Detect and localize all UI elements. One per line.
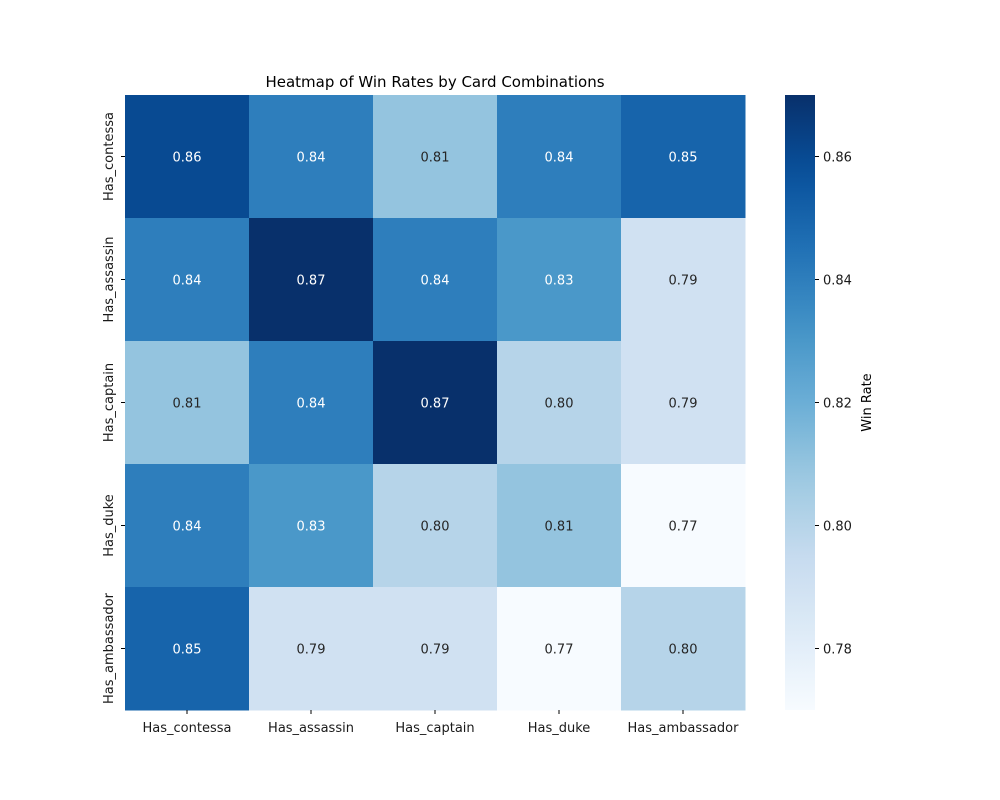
cell-value-label-2-2: 0.87 bbox=[421, 397, 450, 412]
heatmap-cell-0-1 bbox=[249, 95, 374, 219]
cell-value-label-1-1: 0.87 bbox=[297, 274, 326, 289]
heatmap-cell-0-4 bbox=[621, 95, 746, 219]
heatmap-cell-2-4 bbox=[621, 341, 746, 465]
cell-value-label-4-4: 0.80 bbox=[669, 643, 698, 658]
cell-value-label-0-2: 0.81 bbox=[421, 151, 450, 166]
cell-value-label-2-4: 0.79 bbox=[669, 397, 698, 412]
cell-value-label-1-4: 0.79 bbox=[669, 274, 698, 289]
colorbar-tick-label: 0.78 bbox=[823, 643, 852, 658]
heatmap-cells: 0.86 0.84 0.81 0.84 0.85 0.84 0.87 0.84 0.83 0.79… bbox=[125, 95, 746, 711]
x-tick-label: Has_duke bbox=[528, 721, 591, 736]
y-tick-label: Has_captain bbox=[102, 363, 117, 442]
colorbar-tick-label: 0.86 bbox=[823, 151, 852, 166]
heatmap-cell-1-1 bbox=[249, 218, 374, 342]
heatmap-cell-1-0 bbox=[125, 218, 250, 342]
cell-value-label-1-3: 0.83 bbox=[545, 274, 574, 289]
heatmap-cell-3-3 bbox=[497, 464, 622, 588]
cell-value-label-1-0: 0.84 bbox=[173, 274, 202, 289]
x-tick-label: Has_assassin bbox=[268, 721, 354, 736]
colorbar-tick-label: 0.84 bbox=[823, 274, 852, 289]
heatmap-cell-4-1 bbox=[249, 587, 374, 711]
heatmap-cell-1-2 bbox=[373, 218, 498, 342]
cell-value-label-4-2: 0.79 bbox=[421, 643, 450, 658]
y-axis: Has_contessa Has_assassin Has_captain Has_d… bbox=[102, 112, 125, 704]
cell-value-label-2-1: 0.84 bbox=[297, 397, 326, 412]
cell-value-label-3-3: 0.81 bbox=[545, 520, 574, 535]
cell-value-label-0-4: 0.85 bbox=[669, 151, 698, 166]
x-axis: Has_contessa Has_assassin Has_captain Has_d… bbox=[143, 710, 740, 736]
cell-value-label-4-1: 0.79 bbox=[297, 643, 326, 658]
heatmap-cell-0-0 bbox=[125, 95, 250, 219]
heatmap-cell-2-0 bbox=[125, 341, 250, 465]
cell-value-label-3-4: 0.77 bbox=[669, 520, 698, 535]
cell-value-label-0-1: 0.84 bbox=[297, 151, 326, 166]
colorbar: 0.78 0.80 0.82 0.84 0.86 Win Rate bbox=[785, 95, 875, 710]
x-tick-label: Has_contessa bbox=[143, 721, 232, 736]
heatmap-cell-2-3 bbox=[497, 341, 622, 465]
y-tick-label: Has_contessa bbox=[102, 112, 117, 201]
chart-title: Heatmap of Win Rates by Card Combination… bbox=[265, 73, 604, 91]
heatmap-cell-4-4 bbox=[621, 587, 746, 711]
heatmap-cell-3-0 bbox=[125, 464, 250, 588]
colorbar-tick-label: 0.82 bbox=[823, 397, 852, 412]
colorbar-label: Win Rate bbox=[860, 373, 875, 431]
cell-value-label-4-3: 0.77 bbox=[545, 643, 574, 658]
cell-value-label-2-3: 0.80 bbox=[545, 397, 574, 412]
cell-value-label-3-0: 0.84 bbox=[173, 520, 202, 535]
cell-value-label-2-0: 0.81 bbox=[173, 397, 202, 412]
colorbar-tick-label: 0.80 bbox=[823, 520, 852, 535]
heatmap-cell-2-1 bbox=[249, 341, 374, 465]
heatmap-cell-2-2 bbox=[373, 341, 498, 465]
y-tick-label: Has_assassin bbox=[102, 237, 117, 323]
y-tick-label: Has_duke bbox=[102, 494, 117, 557]
heatmap-cell-4-0 bbox=[125, 587, 250, 711]
heatmap-cell-0-3 bbox=[497, 95, 622, 219]
cell-value-label-3-2: 0.80 bbox=[421, 520, 450, 535]
heatmap-cell-4-2 bbox=[373, 587, 498, 711]
x-tick-label: Has_captain bbox=[395, 721, 474, 736]
heatmap-cell-3-2 bbox=[373, 464, 498, 588]
cell-value-label-1-2: 0.84 bbox=[421, 274, 450, 289]
colorbar-gradient bbox=[785, 95, 815, 710]
heatmap-cell-1-3 bbox=[497, 218, 622, 342]
cell-value-label-0-0: 0.86 bbox=[173, 151, 202, 166]
y-tick-label: Has_ambassador bbox=[102, 592, 117, 704]
heatmap-cell-3-4 bbox=[621, 464, 746, 588]
heatmap-cell-4-3 bbox=[497, 587, 622, 711]
cell-value-label-3-1: 0.83 bbox=[297, 520, 326, 535]
cell-value-label-0-3: 0.84 bbox=[545, 151, 574, 166]
cell-value-label-4-0: 0.85 bbox=[173, 643, 202, 658]
heatmap-cell-0-2 bbox=[373, 95, 498, 219]
x-tick-label: Has_ambassador bbox=[628, 721, 740, 736]
heatmap-cell-1-4 bbox=[621, 218, 746, 342]
heatmap-cell-3-1 bbox=[249, 464, 374, 588]
